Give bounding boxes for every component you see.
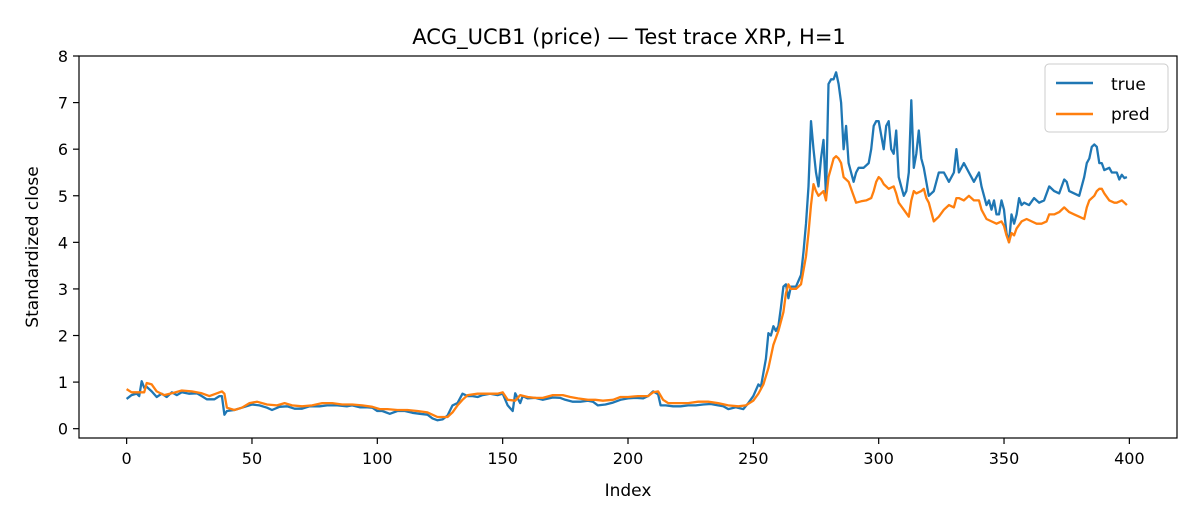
y-tick-label: 2 (58, 327, 68, 346)
y-tick-label: 0 (58, 420, 68, 439)
y-tick-label: 4 (58, 233, 68, 252)
x-tick-label: 300 (863, 449, 894, 468)
plot-area (125, 71, 1128, 422)
x-tick-label: 200 (613, 449, 644, 468)
x-tick-label: 400 (1114, 449, 1145, 468)
x-tick-label: 150 (487, 449, 518, 468)
series-line-true (125, 71, 1128, 422)
legend: true pred (1044, 63, 1169, 133)
x-tick-label: 350 (989, 449, 1020, 468)
chart-title: ACG_UCB1 (price) — Test trace XRP, H=1 (412, 25, 846, 50)
x-axis-label: Index (605, 481, 652, 501)
series-line-pred (125, 155, 1128, 419)
y-tick-label: 7 (58, 94, 68, 113)
x-tick-label: 0 (122, 449, 132, 468)
y-tick-label: 8 (58, 47, 68, 66)
y-tick-label: 1 (58, 373, 68, 392)
x-axis: 0 50 100 150 200 250 300 350 400 (122, 438, 1145, 468)
y-tick-label: 6 (58, 140, 68, 159)
y-axis: 0 1 2 3 4 5 6 7 8 (58, 47, 79, 439)
legend-label-true: true (1111, 75, 1146, 95)
y-axis-label: Standardized close (23, 166, 43, 327)
y-tick-label: 3 (58, 280, 68, 299)
x-tick-label: 50 (242, 449, 262, 468)
y-tick-label: 5 (58, 187, 68, 206)
legend-label-pred: pred (1111, 105, 1150, 125)
x-tick-label: 100 (362, 449, 393, 468)
x-tick-label: 250 (738, 449, 769, 468)
